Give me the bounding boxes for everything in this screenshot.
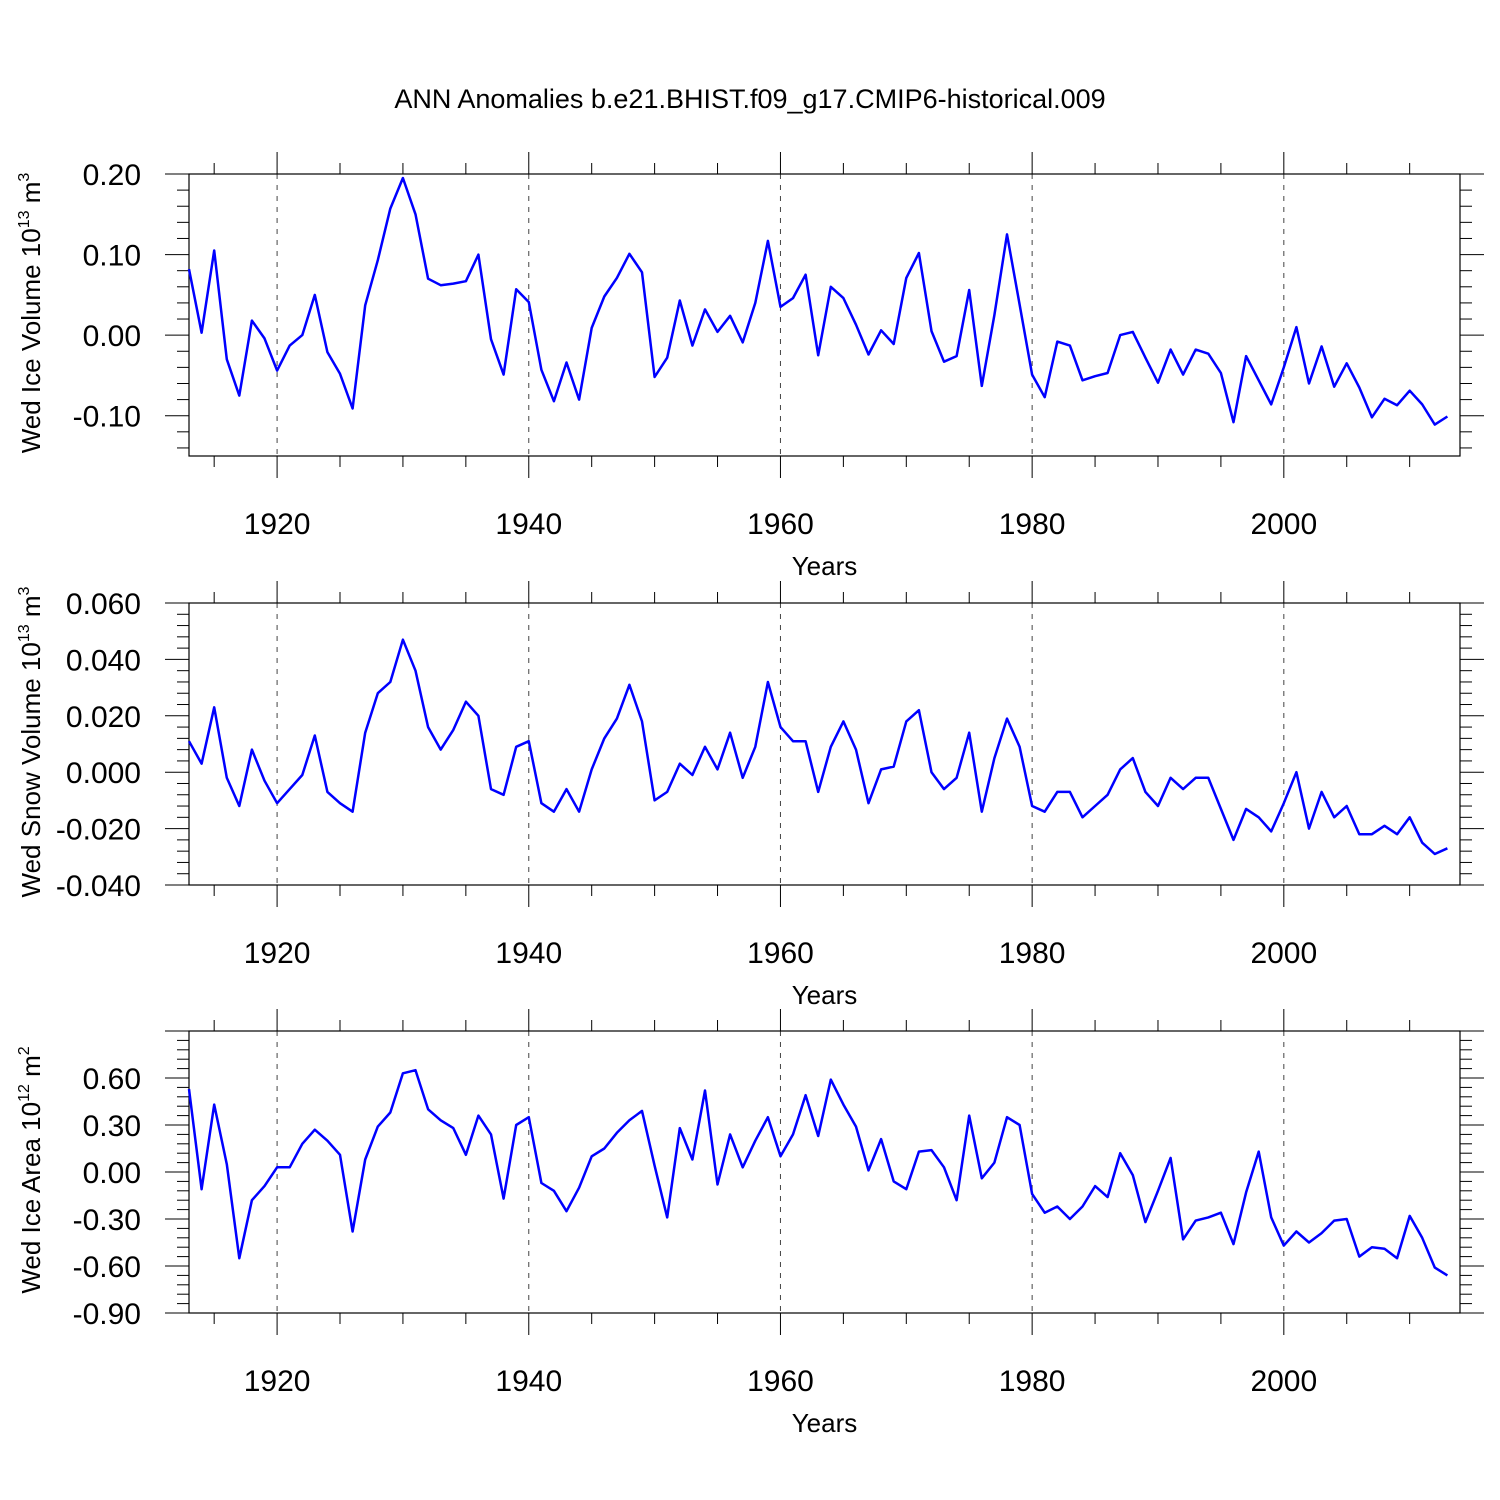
y-tick-label: 0.040 xyxy=(66,644,141,677)
x-tick-label: 1960 xyxy=(747,937,814,970)
x-tick-label: 1920 xyxy=(244,937,311,970)
panel-3: 0.60 0.30 0.00 -0.30 -0.60 -0.90 1920 1940 1960 1… xyxy=(16,1009,1484,1438)
y-axis-title: Wed Ice Volume 1013 m3 xyxy=(16,173,46,454)
panel-2: 0.060 0.040 0.020 0.000 -0.020 -0.040 1920 1940… xyxy=(16,581,1484,1010)
series-line xyxy=(187,176,1449,426)
panel-1: 0.20 0.10 0.00 -0.10 1920 1940 1960 1980 2000 Yea… xyxy=(16,152,1484,581)
x-tick-label: 1980 xyxy=(999,1365,1066,1398)
x-tick-label: 1940 xyxy=(495,1365,562,1398)
y-tick-label: -0.040 xyxy=(56,870,141,903)
x-tick-label: 1980 xyxy=(999,508,1066,541)
x-axis-title: Years xyxy=(792,980,858,1010)
x-tick-label: 1920 xyxy=(244,1365,311,1398)
y-tick-label: -0.020 xyxy=(56,814,141,847)
y-tick-label: 0.020 xyxy=(66,701,141,734)
y-tick-label: -0.90 xyxy=(73,1298,141,1331)
y-tick-label: 0.060 xyxy=(66,588,141,621)
x-tick-label: 1960 xyxy=(747,1365,814,1398)
y-tick-label: -0.30 xyxy=(73,1204,141,1237)
x-tick-label: 1960 xyxy=(747,508,814,541)
x-tick-label: 1940 xyxy=(495,937,562,970)
y-tick-label: 0.30 xyxy=(83,1110,141,1143)
y-tick-label: 0.60 xyxy=(83,1063,141,1096)
y-tick-label: 0.10 xyxy=(83,240,141,273)
plot-frame xyxy=(188,1030,1461,1314)
x-axis-title: Years xyxy=(792,1408,858,1438)
y-axis-title: Wed Ice Area 1012 m2 xyxy=(16,1046,46,1293)
x-axis-title: Years xyxy=(792,551,858,581)
x-tick-label: 1920 xyxy=(244,508,311,541)
y-tick-label: -0.10 xyxy=(73,401,141,434)
y-tick-label: -0.60 xyxy=(73,1251,141,1284)
y-axis-title: Wed Snow Volume 1013 m3 xyxy=(16,586,46,897)
x-tick-label: 2000 xyxy=(1250,508,1317,541)
plot-frame xyxy=(188,602,1461,886)
y-tick-label: 0.000 xyxy=(66,757,141,790)
y-tick-label: 0.00 xyxy=(83,1157,141,1190)
x-tick-label: 1980 xyxy=(999,937,1066,970)
y-tick-label: 0.00 xyxy=(83,320,141,353)
series-line xyxy=(187,1068,1449,1277)
x-tick-label: 1940 xyxy=(495,508,562,541)
x-tick-label: 2000 xyxy=(1250,1365,1317,1398)
y-tick-label: 0.20 xyxy=(83,159,141,192)
x-tick-label: 2000 xyxy=(1250,937,1317,970)
chart-title: ANN Anomalies b.e21.BHIST.f09_g17.CMIP6-… xyxy=(394,84,1106,114)
plot-frame xyxy=(188,173,1461,457)
series-line xyxy=(187,638,1448,856)
